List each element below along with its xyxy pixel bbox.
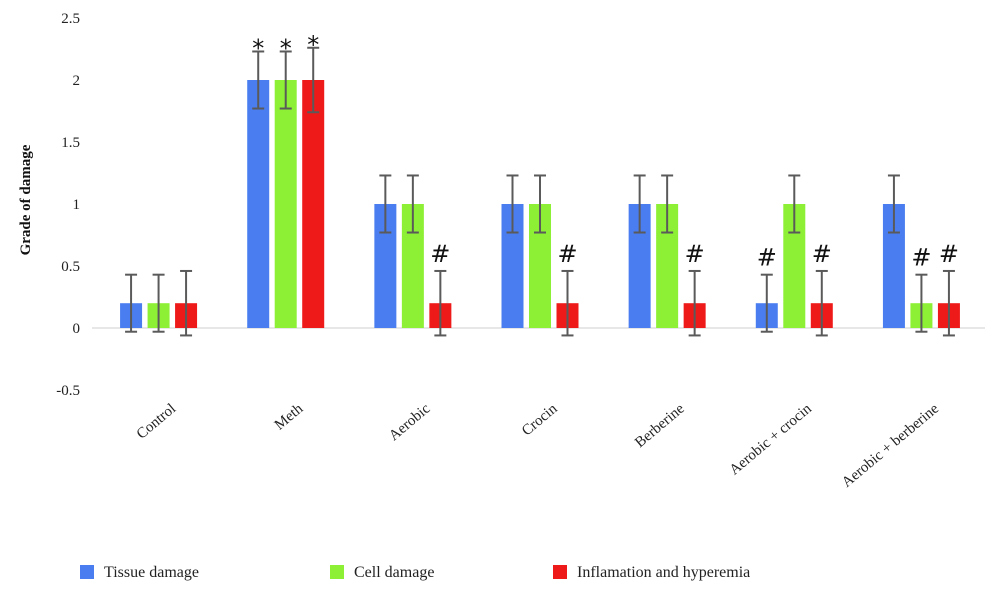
- significance-hash: #: [911, 244, 931, 272]
- error-bar: [252, 50, 265, 110]
- bars-group: [120, 80, 960, 328]
- error-bar: [534, 174, 546, 234]
- legend-swatch: [80, 565, 94, 579]
- category-label: Berberine: [632, 401, 688, 451]
- error-bar: [661, 174, 674, 234]
- error-bar: [434, 269, 447, 337]
- error-bars-group: [125, 46, 955, 337]
- bar-tissue-damage: [628, 204, 651, 328]
- legend-item: Cell damage: [330, 564, 434, 581]
- y-tick-label: -0.5: [56, 383, 80, 399]
- significance-asterisk: *: [280, 34, 292, 62]
- error-bar: [180, 269, 193, 337]
- bar-tissue-damage: [501, 204, 524, 328]
- bar-cell-damage: [529, 204, 551, 328]
- bar-cell-damage: [656, 204, 679, 328]
- y-tick-label: 2.5: [61, 11, 80, 27]
- legend-label: Inflamation and hyperemia: [577, 564, 750, 581]
- error-bar: [788, 174, 801, 234]
- bar-cell-damage: [274, 80, 297, 328]
- y-tick-label: 1: [73, 197, 81, 213]
- legend: Tissue damage Cell damage Inflamation and …: [80, 564, 750, 581]
- significance-hash: #: [939, 240, 959, 268]
- significance-asterisk: *: [252, 34, 264, 62]
- error-bar: [506, 174, 519, 234]
- category-label: Aerobic + crocin: [727, 400, 816, 478]
- significance-hash: #: [430, 240, 450, 268]
- category-labels: Control Meth Aerobic Crocin Berberine Aerobic…: [134, 400, 943, 490]
- bar-tissue-damage: [247, 80, 270, 328]
- significance-hash: #: [685, 240, 705, 268]
- y-tick-label: 1.5: [61, 135, 80, 151]
- legend-item: Tissue damage: [80, 564, 199, 581]
- significance-hash: #: [812, 240, 832, 268]
- y-axis-label: Grade of damage: [18, 144, 34, 255]
- significance-marks-group: * * * # # # # # # #: [252, 31, 959, 272]
- legend-swatch: [553, 565, 567, 579]
- y-tick-label: 0: [73, 321, 81, 337]
- legend-item: Inflamation and hyperemia: [553, 564, 750, 581]
- bar-cell-damage: [401, 204, 424, 328]
- error-bar: [760, 273, 773, 333]
- category-label: Crocin: [519, 400, 561, 439]
- y-tick-label: 2: [73, 73, 81, 89]
- error-bar: [279, 50, 292, 110]
- bar-tissue-damage: [882, 204, 905, 328]
- error-bar: [915, 273, 928, 333]
- error-bar: [561, 269, 574, 337]
- legend-label: Cell damage: [354, 564, 434, 581]
- error-bar: [815, 269, 828, 337]
- category-label: Aerobic + berberine: [839, 401, 942, 491]
- bar-inflamation-and-hyperemia: [302, 80, 325, 328]
- error-bar: [307, 46, 320, 114]
- error-bar: [633, 174, 646, 234]
- legend-swatch: [330, 565, 344, 579]
- error-bar: [887, 174, 900, 234]
- error-bar: [152, 273, 165, 333]
- legend-label: Tissue damage: [104, 564, 199, 581]
- bar-cell-damage: [783, 204, 806, 328]
- significance-asterisk: *: [307, 31, 319, 59]
- significance-hash: #: [557, 240, 577, 268]
- y-tick-label: 0.5: [61, 259, 80, 275]
- category-label: Control: [134, 401, 179, 443]
- y-axis-tick-labels: 2.5 2 1.5 1 0.5 0 -0.5: [56, 11, 80, 399]
- error-bar: [942, 269, 955, 337]
- significance-hash: #: [757, 244, 777, 272]
- error-bar: [406, 174, 419, 234]
- error-bar: [379, 174, 392, 234]
- error-bar: [125, 273, 138, 333]
- category-label: Aerobic: [386, 401, 434, 445]
- error-bar: [688, 269, 701, 337]
- category-label: Meth: [272, 400, 307, 433]
- bar-tissue-damage: [374, 204, 397, 328]
